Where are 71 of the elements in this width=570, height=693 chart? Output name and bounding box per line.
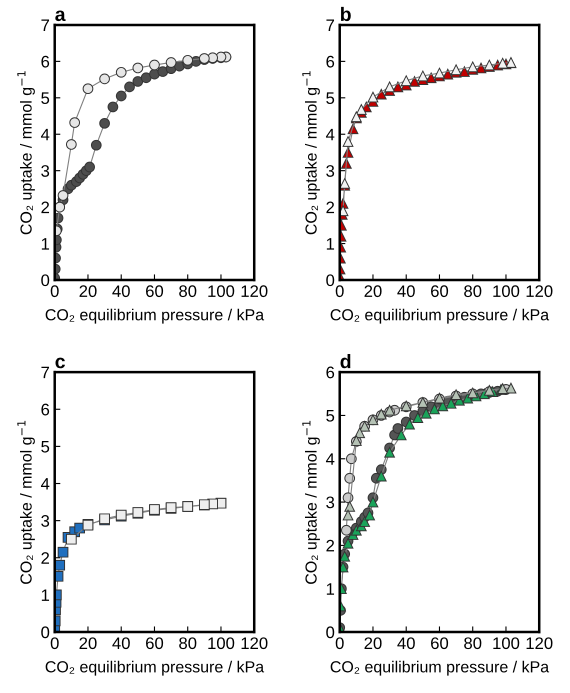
y-tick-label: 3 — [326, 165, 334, 177]
y-tick-label: 5 — [41, 92, 50, 104]
y-tick-label: 7 — [41, 366, 50, 378]
x-tick-label: 20 — [80, 285, 97, 298]
x-axis-title: CO₂ equilibrium pressure / kPa — [46, 308, 264, 324]
y-tick-label: 0 — [326, 274, 334, 286]
y-tick-label: 5 — [326, 410, 334, 422]
y-tick-label: 6 — [326, 56, 334, 68]
x-tick-label: 20 — [364, 637, 382, 650]
x-tick-label: 120 — [526, 637, 552, 650]
y-tick-label: 5 — [326, 92, 334, 104]
y-tick-label: 4 — [326, 128, 334, 140]
y-tick-label: 3 — [41, 165, 50, 177]
x-tick-label: 0 — [50, 637, 59, 650]
x-tick-label: 0 — [336, 285, 344, 298]
y-tick-label: 0 — [326, 626, 334, 638]
x-tick-label: 0 — [336, 637, 344, 650]
y-tick-label: 6 — [326, 366, 334, 378]
x-tick-label: 120 — [242, 637, 268, 650]
x-axis-title: CO₂ equilibrium pressure / kPa — [46, 660, 264, 676]
x-tick-label: 60 — [431, 637, 448, 650]
y-tick-label: 1 — [42, 589, 50, 601]
x-axis-title: CO₂ equilibrium pressure / kPa — [330, 308, 550, 324]
chart-title: b — [341, 6, 351, 22]
x-tick-label: 80 — [179, 637, 196, 650]
y-tick-label: 4 — [40, 128, 50, 140]
y-tick-label: 3 — [41, 515, 50, 527]
y-axis-title: CO₂ uptake / mmol g$^{−1}$ — [302, 420, 320, 584]
x-tick-label: 60 — [146, 285, 164, 298]
x-tick-label: 60 — [431, 285, 448, 298]
chart-title: a — [55, 10, 66, 22]
x-tick-label: 80 — [179, 285, 196, 298]
y-axis-title: CO₂ uptake / mmol g$^{−1}$ — [302, 71, 320, 234]
y-tick-label: 7 — [326, 20, 334, 31]
y-tick-label: 1 — [326, 583, 334, 595]
y-tick-label: 6 — [41, 404, 50, 416]
y-tick-label: 2 — [41, 552, 50, 564]
x-tick-label: 100 — [493, 285, 520, 298]
x-tick-label: 100 — [493, 637, 520, 650]
x-axis-title: CO₂ equilibrium pressure / kPa — [330, 660, 550, 676]
y-tick-label: 2 — [326, 540, 334, 552]
y-tick-label: 3 — [326, 496, 334, 508]
y-tick-label: 2 — [41, 202, 50, 214]
x-tick-label: 0 — [50, 285, 59, 298]
y-tick-label: 5 — [41, 440, 50, 453]
x-tick-label: 80 — [464, 637, 482, 650]
x-tick-label: 120 — [526, 285, 552, 298]
y-tick-label: 4 — [326, 453, 334, 465]
y-tick-label: 4 — [40, 478, 50, 490]
y-tick-label: 0 — [41, 274, 50, 286]
y-tick-label: 1 — [42, 238, 50, 250]
x-tick-label: 80 — [464, 285, 482, 298]
x-tick-label: 40 — [397, 285, 415, 298]
x-tick-label: 20 — [364, 285, 382, 298]
chart-title: d — [340, 354, 350, 368]
y-axis-title: CO₂ uptake / mmol g$^{−1}$ — [17, 71, 35, 234]
x-tick-label: 40 — [112, 285, 130, 298]
y-tick-label: 6 — [41, 56, 50, 68]
x-tick-label: 100 — [208, 285, 234, 298]
y-tick-label: 1 — [326, 238, 334, 250]
chart-title: c — [55, 358, 65, 368]
x-tick-label: 120 — [242, 285, 268, 298]
x-tick-label: 60 — [146, 637, 164, 650]
y-tick-label: 0 — [41, 626, 50, 638]
x-tick-label: 20 — [80, 637, 97, 650]
y-tick-label: 2 — [326, 202, 334, 214]
x-tick-label: 40 — [397, 637, 415, 650]
x-tick-label: 40 — [112, 637, 130, 650]
y-axis-title: CO₂ uptake / mmol g$^{−1}$ — [17, 420, 35, 584]
x-tick-label: 100 — [208, 637, 234, 650]
y-tick-label: 7 — [41, 20, 50, 31]
